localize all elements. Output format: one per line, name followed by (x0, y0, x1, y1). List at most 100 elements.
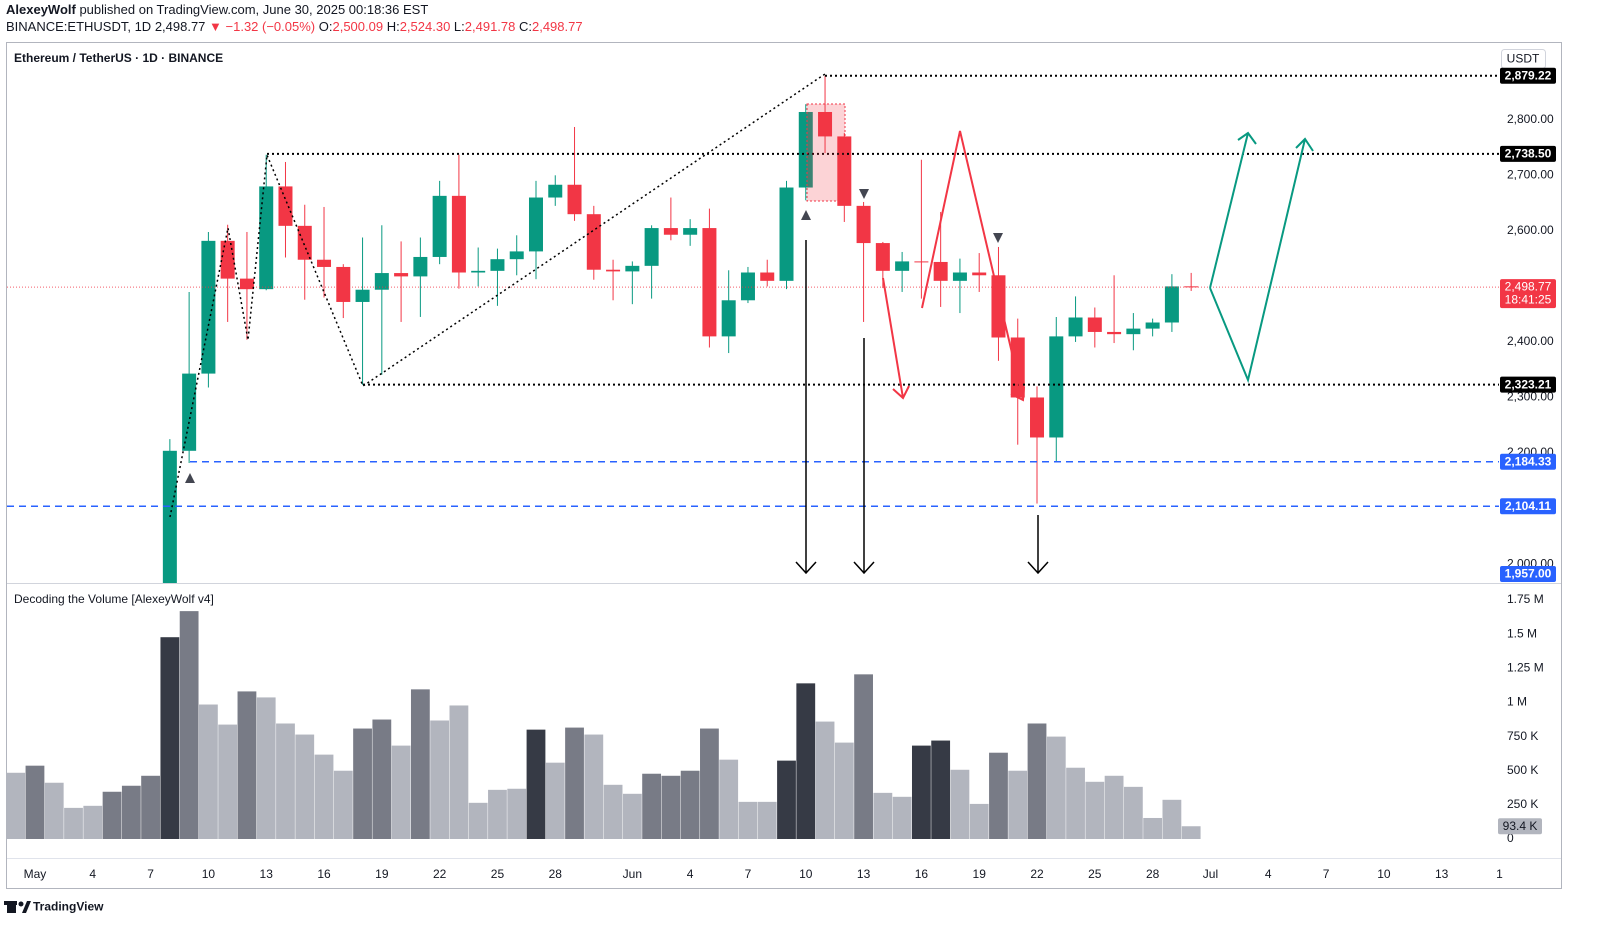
candle-body (105, 666, 119, 672)
volume-bar (1143, 817, 1163, 839)
level-label-box (1500, 498, 1556, 515)
candle-body (336, 266, 351, 302)
marker-up (185, 473, 195, 483)
x-tick-label: 16 (915, 867, 929, 881)
candle-body (895, 261, 910, 271)
x-tick-label: 10 (202, 867, 216, 881)
candle-body (47, 652, 61, 654)
candle-body (644, 228, 659, 266)
last-price-box (1500, 279, 1556, 309)
candle-body (278, 186, 293, 226)
volume-bar (449, 705, 469, 839)
quote-line: BINANCE:ETHUSDT, 1D 2,498.77 ▼ −1.32 (−0… (6, 19, 583, 34)
x-tick-label: 19 (973, 867, 987, 881)
volume-bar (410, 689, 430, 839)
volume-bar (796, 683, 816, 839)
volume-bar (218, 724, 238, 839)
volume-last-label: 93.4 K (1503, 819, 1538, 833)
volume-bar (873, 792, 893, 839)
volume-last-box (1498, 818, 1542, 835)
x-tick-label: 7 (1323, 867, 1330, 881)
marker-down (859, 189, 869, 199)
x-tick-label: May (24, 867, 47, 881)
candle-body (548, 184, 563, 198)
candle-body (760, 272, 775, 281)
volume-bar (892, 796, 912, 839)
logo-mark (7, 901, 16, 913)
candle-body (509, 251, 524, 260)
x-tick-label: 16 (317, 867, 331, 881)
x-tick-label: 13 (857, 867, 871, 881)
volume-tick-label: 250 K (1507, 797, 1538, 811)
level-label: 2,323.21 (1505, 377, 1552, 391)
x-tick-label: 25 (1088, 867, 1102, 881)
volume-bars (7, 611, 1201, 839)
candle-body (798, 111, 813, 188)
quote-part: L: (454, 19, 465, 34)
volume-bar (1046, 736, 1066, 839)
level-label: 2,879.22 (1505, 68, 1552, 82)
quote-part: 2,500.09 (332, 19, 386, 34)
candle-body (779, 187, 794, 281)
level-label-box (1500, 453, 1556, 470)
volume-bar (391, 745, 411, 839)
volume-tick-label: 1.25 M (1507, 661, 1544, 675)
quote-part: 2,498.77 (155, 19, 209, 34)
level-label-box (1500, 376, 1556, 393)
candle-body (740, 272, 755, 301)
volume-bar (64, 807, 83, 839)
x-tick-label: 13 (1435, 867, 1449, 881)
x-tick-label: 4 (687, 867, 694, 881)
volume-bar (1162, 799, 1182, 839)
author: AlexeyWolf (6, 2, 77, 17)
volume-bar (700, 728, 719, 839)
candle-body (239, 278, 254, 290)
candle-body (394, 273, 409, 277)
volume-bar (1123, 786, 1143, 839)
candle-body (220, 240, 235, 279)
volume-bar (25, 765, 45, 839)
x-tick-label: 7 (147, 867, 154, 881)
volume-bar (526, 729, 546, 839)
candle-body (1164, 286, 1179, 323)
volume-bar (276, 723, 295, 839)
candle-body (991, 275, 1006, 338)
candle-body (471, 270, 486, 273)
candle-body (702, 228, 717, 337)
volume-bar (989, 752, 1008, 839)
volume-bar (661, 775, 681, 839)
x-tick-label: 28 (1146, 867, 1160, 881)
candle-body (586, 214, 601, 270)
volume-bar (256, 697, 276, 839)
x-tick-label: 19 (375, 867, 389, 881)
volume-bar (584, 734, 604, 839)
volume-bar (7, 772, 26, 839)
x-tick-label: 10 (799, 867, 813, 881)
candle-body (875, 243, 890, 271)
quote-part: 2,491.78 (465, 19, 519, 34)
x-tick-label: 28 (549, 867, 563, 881)
volume-bar (1181, 826, 1201, 839)
price-candles (7, 74, 1499, 672)
candle-body (374, 273, 389, 290)
x-tick-label: 25 (491, 867, 505, 881)
volume-bar (603, 784, 623, 839)
candle-body (606, 269, 621, 272)
volume-bar (680, 770, 700, 839)
quote-part: O: (319, 19, 333, 34)
level-label: 1,957.00 (1505, 567, 1552, 581)
volume-bar (141, 775, 160, 839)
publish-line: AlexeyWolf published on TradingView.com,… (6, 2, 428, 17)
x-tick-label: 22 (1030, 867, 1044, 881)
candle-body (528, 197, 543, 252)
candle-body (721, 300, 736, 337)
volume-bar (237, 691, 257, 839)
candle-body (818, 111, 833, 137)
y-tick-label: 2,400.00 (1507, 334, 1554, 348)
volume-bar (353, 728, 372, 839)
volume-tick-label: 0 (1507, 831, 1514, 845)
volume-tick-label: 1.75 M (1507, 592, 1544, 606)
quote-part: 2,498.77 (532, 19, 583, 34)
